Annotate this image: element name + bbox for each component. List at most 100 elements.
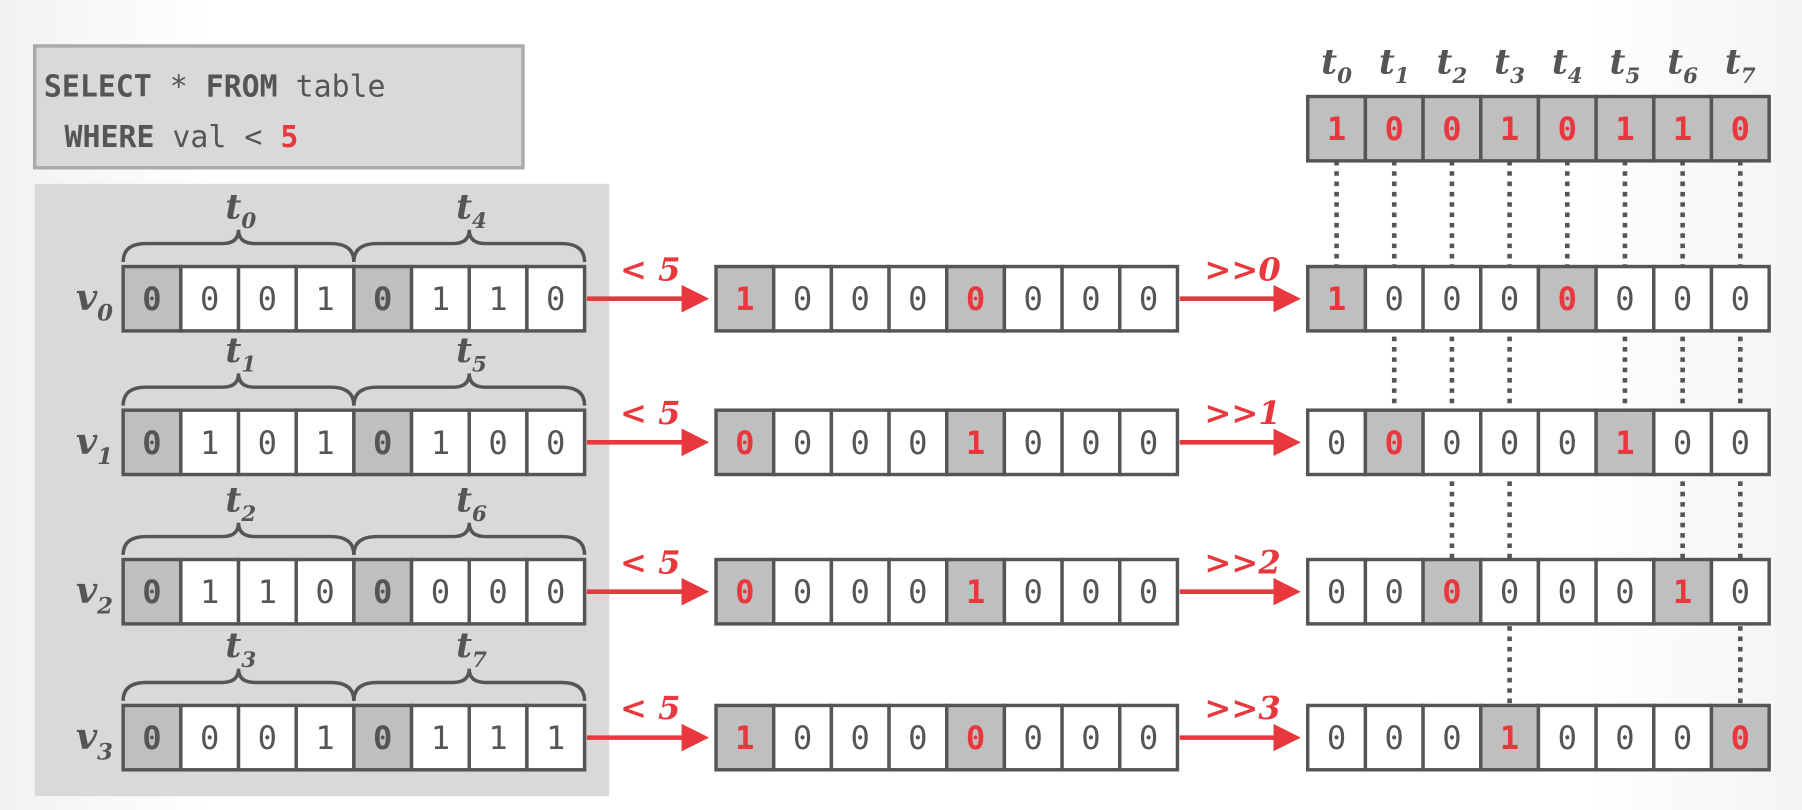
bit-cell: 0 [1594, 703, 1656, 772]
bit-cell: 0 [714, 557, 776, 626]
result-tuple-label: t6 [1667, 43, 1698, 90]
bit-cell: 1 [945, 408, 1007, 477]
bit-cell: 1 [294, 408, 356, 477]
bit-cell-box [525, 264, 587, 333]
bit-cell-box [1306, 408, 1368, 477]
bit-cell-box [1002, 264, 1064, 333]
bit-cell: 0 [945, 703, 1007, 772]
shift-label: >>2 [1204, 543, 1280, 581]
result-tuple-label: t1 [1379, 43, 1410, 90]
bit-cell-box [409, 703, 471, 772]
bit-cell: 0 [121, 557, 183, 626]
bit-value: 0 [1558, 719, 1577, 757]
bit-cell: 0 [1306, 557, 1368, 626]
bit-cell-box [525, 703, 587, 772]
bit-value: 0 [1615, 280, 1634, 318]
bit-cell-box [409, 408, 471, 477]
bit-value: 1 [546, 719, 565, 757]
bit-value: 0 [1731, 424, 1750, 462]
bit-cell: 0 [1306, 408, 1368, 477]
bit-cell-box [1594, 94, 1656, 163]
bit-value: 0 [1673, 280, 1692, 318]
bit-cell: 1 [409, 264, 471, 333]
bit-cell: 0 [1709, 94, 1771, 163]
bit-cell: 0 [829, 264, 891, 333]
bit-value: 0 [546, 424, 565, 462]
bit-cell-box [1536, 408, 1598, 477]
bit-cell: 1 [1594, 408, 1656, 477]
bit-value: 0 [488, 573, 507, 611]
bit-cell: 0 [829, 557, 891, 626]
bit-cell: 1 [1479, 703, 1541, 772]
bit-value: 1 [1327, 110, 1346, 148]
tuple-group-label: t5 [456, 331, 487, 378]
sql-operator: < [244, 120, 262, 155]
result-tuple-label: t0 [1321, 43, 1352, 90]
bit-cell-box [1709, 94, 1771, 163]
bit-value: 0 [1327, 424, 1346, 462]
compare-label: < 5 [620, 394, 681, 432]
bit-value: 0 [1139, 573, 1158, 611]
bit-value: 0 [1558, 573, 1577, 611]
bit-value: 0 [1615, 719, 1634, 757]
bit-cell: 0 [1709, 557, 1771, 626]
bit-cell-box [1594, 264, 1656, 333]
brace [352, 229, 587, 263]
bit-cell: 1 [1594, 94, 1656, 163]
bit-cell: 0 [1118, 703, 1180, 772]
sql-table-name: table [296, 70, 386, 105]
bit-cell: 1 [179, 557, 241, 626]
bit-cell: 1 [1479, 94, 1541, 163]
result-tuple-label: t4 [1552, 43, 1583, 90]
bit-cell: 0 [525, 264, 587, 333]
bit-cell: 0 [1118, 408, 1180, 477]
tuple-group-label: t3 [225, 626, 256, 673]
bit-cell: 0 [1594, 557, 1656, 626]
bit-cell-box [1118, 408, 1180, 477]
bit-cell: 0 [352, 264, 414, 333]
bit-value: 0 [1558, 110, 1577, 148]
bit-cell: 0 [1060, 264, 1122, 333]
bit-cell-box [1479, 557, 1541, 626]
bit-cell-box [1479, 703, 1541, 772]
sql-column: val [172, 120, 226, 155]
bit-cell: 0 [236, 703, 298, 772]
shift-label: >>3 [1204, 689, 1280, 727]
tuple-group-label: t6 [456, 480, 487, 527]
sql-star: * [170, 70, 188, 105]
bit-value: 1 [488, 280, 507, 318]
bit-cell-box [1652, 408, 1714, 477]
bit-cell-box [829, 703, 891, 772]
bit-cell-box [1479, 408, 1541, 477]
bit-cell: 0 [887, 703, 949, 772]
result-tuple-label: t7 [1725, 43, 1756, 90]
bit-value: 0 [488, 424, 507, 462]
bit-value: 0 [908, 424, 927, 462]
bit-cell-box [771, 408, 834, 477]
brace [121, 373, 356, 406]
bit-value: 0 [142, 573, 161, 611]
bit-value: 0 [258, 280, 277, 318]
tuple-group-label: t4 [456, 187, 487, 234]
bit-value: 0 [1024, 280, 1043, 318]
bit-value: 0 [908, 573, 927, 611]
bit-value: 0 [1442, 573, 1461, 611]
bit-value: 0 [793, 719, 812, 757]
bit-value: 0 [373, 573, 392, 611]
bit-cell: 1 [409, 408, 471, 477]
bit-value: 1 [431, 719, 450, 757]
bit-value: 1 [1327, 280, 1346, 318]
shift-label: >>1 [1204, 394, 1280, 432]
bit-cell: 0 [1652, 408, 1714, 477]
bit-value: 1 [315, 424, 334, 462]
tuple-group-label: t0 [225, 187, 256, 234]
bit-cell: 0 [1536, 264, 1598, 333]
bit-value: 0 [793, 424, 812, 462]
bit-cell-box [467, 408, 529, 477]
